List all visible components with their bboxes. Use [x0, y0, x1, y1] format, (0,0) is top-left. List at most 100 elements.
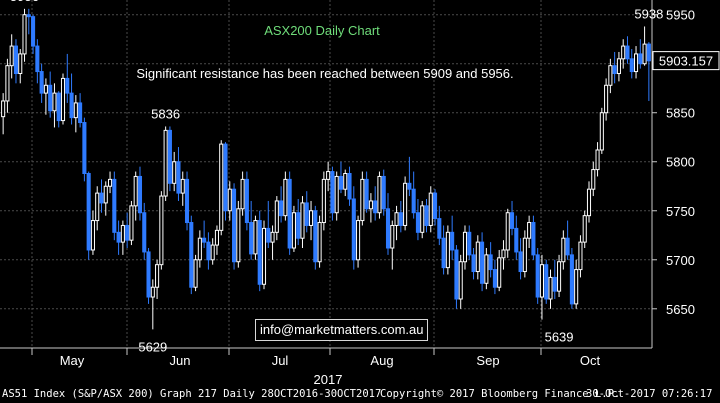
candle-body	[300, 202, 305, 239]
x-tick-label: Oct	[580, 353, 601, 368]
candle-body	[373, 200, 378, 214]
candle-body	[249, 222, 254, 255]
price-label: 5956	[10, 0, 39, 4]
candle-body	[172, 161, 177, 184]
candle-body	[257, 220, 262, 285]
candle-body	[437, 218, 442, 239]
candle-body	[69, 92, 74, 119]
candle-body	[35, 45, 40, 73]
candle-body	[56, 92, 61, 122]
candle-body	[509, 212, 515, 229]
candle-body	[642, 43, 647, 65]
candle-body	[330, 171, 335, 214]
candle-body	[377, 175, 382, 214]
candle-body	[450, 231, 455, 251]
candle-body	[39, 71, 44, 94]
candle-body	[514, 227, 519, 253]
candle-body	[347, 173, 352, 200]
candle-body	[180, 178, 185, 194]
candle-body	[270, 231, 275, 243]
candle-body	[214, 229, 219, 246]
candle-body	[90, 220, 95, 251]
candle-body	[266, 227, 271, 243]
candle-body	[531, 222, 536, 256]
candle-body	[133, 175, 138, 207]
x-tick-label: Jul	[272, 353, 289, 368]
candle-body	[163, 129, 168, 197]
candle-body	[193, 259, 198, 288]
candle-body	[552, 276, 557, 292]
candle-body	[612, 65, 617, 75]
footer-bar: AS51 Index (S&P/ASX 200) Graph 217 Daily…	[0, 386, 720, 403]
candle-body	[445, 231, 450, 269]
candle-body	[471, 254, 476, 273]
candle-body	[313, 210, 318, 263]
candle-body	[548, 276, 553, 300]
candle-body	[52, 92, 57, 112]
candle-body	[484, 254, 489, 284]
candle-body	[146, 251, 151, 298]
candle-body	[488, 254, 493, 271]
y-tick-label: 5800	[666, 155, 695, 170]
footer-copyright: Copyright© 2017 Bloomberg Finance L.P.	[380, 388, 621, 400]
candle-body	[415, 212, 420, 233]
candle-body	[385, 208, 391, 249]
y-tick-label: 5950	[666, 8, 695, 23]
x-tick-label: Jun	[170, 353, 191, 368]
y-tick-label: 5650	[666, 302, 695, 317]
candle-body	[599, 112, 604, 151]
candle-body	[364, 178, 369, 210]
candle-body	[505, 212, 510, 251]
x-tick-label: Aug	[370, 353, 393, 368]
candle-body	[497, 257, 502, 288]
candle-body	[99, 192, 104, 204]
candle-body	[394, 212, 399, 226]
candle-body	[360, 178, 365, 222]
candle-body	[223, 143, 228, 212]
candle-body	[578, 241, 583, 271]
candle-body	[206, 241, 211, 261]
candle-body	[595, 149, 600, 171]
candle-body	[261, 227, 267, 285]
candle-body	[13, 45, 19, 75]
candle-body	[287, 178, 292, 249]
candle-body	[411, 188, 416, 214]
candle-body	[9, 45, 14, 67]
candle-body	[467, 231, 472, 256]
candle-body	[441, 237, 446, 269]
candle-body	[31, 16, 36, 47]
candle-body	[454, 249, 459, 300]
y-axis: 56505700575058005850590059505903.157	[651, 0, 720, 348]
candle-body	[326, 171, 331, 180]
candle-body	[343, 173, 348, 190]
candle-body	[108, 178, 113, 187]
candle-body	[296, 212, 301, 239]
candle-body	[308, 210, 314, 226]
candle-body	[236, 208, 241, 263]
candle-body	[240, 178, 245, 210]
candle-body	[351, 198, 356, 261]
candle-body	[625, 45, 630, 60]
candle-body	[586, 188, 592, 217]
candle-body	[480, 241, 485, 284]
candle-body	[1, 100, 6, 118]
y-tick-label: 5700	[666, 253, 695, 268]
candle-body	[646, 43, 651, 62]
candle-body	[321, 178, 326, 224]
candle-body	[368, 200, 373, 210]
candle-body	[304, 202, 309, 226]
candle-body	[338, 175, 344, 190]
candle-body	[283, 178, 288, 217]
candle-body	[129, 205, 134, 241]
candle-body	[253, 220, 258, 255]
candle-body	[78, 102, 83, 124]
candle-body	[356, 220, 361, 261]
candle-body	[420, 205, 425, 233]
candle-body	[428, 192, 433, 226]
candle-body	[137, 175, 143, 214]
x-axis: May Jun Jul Aug Sep Oct 2017	[0, 347, 652, 387]
last-price-tag	[652, 51, 720, 71]
candle-body	[317, 222, 322, 263]
